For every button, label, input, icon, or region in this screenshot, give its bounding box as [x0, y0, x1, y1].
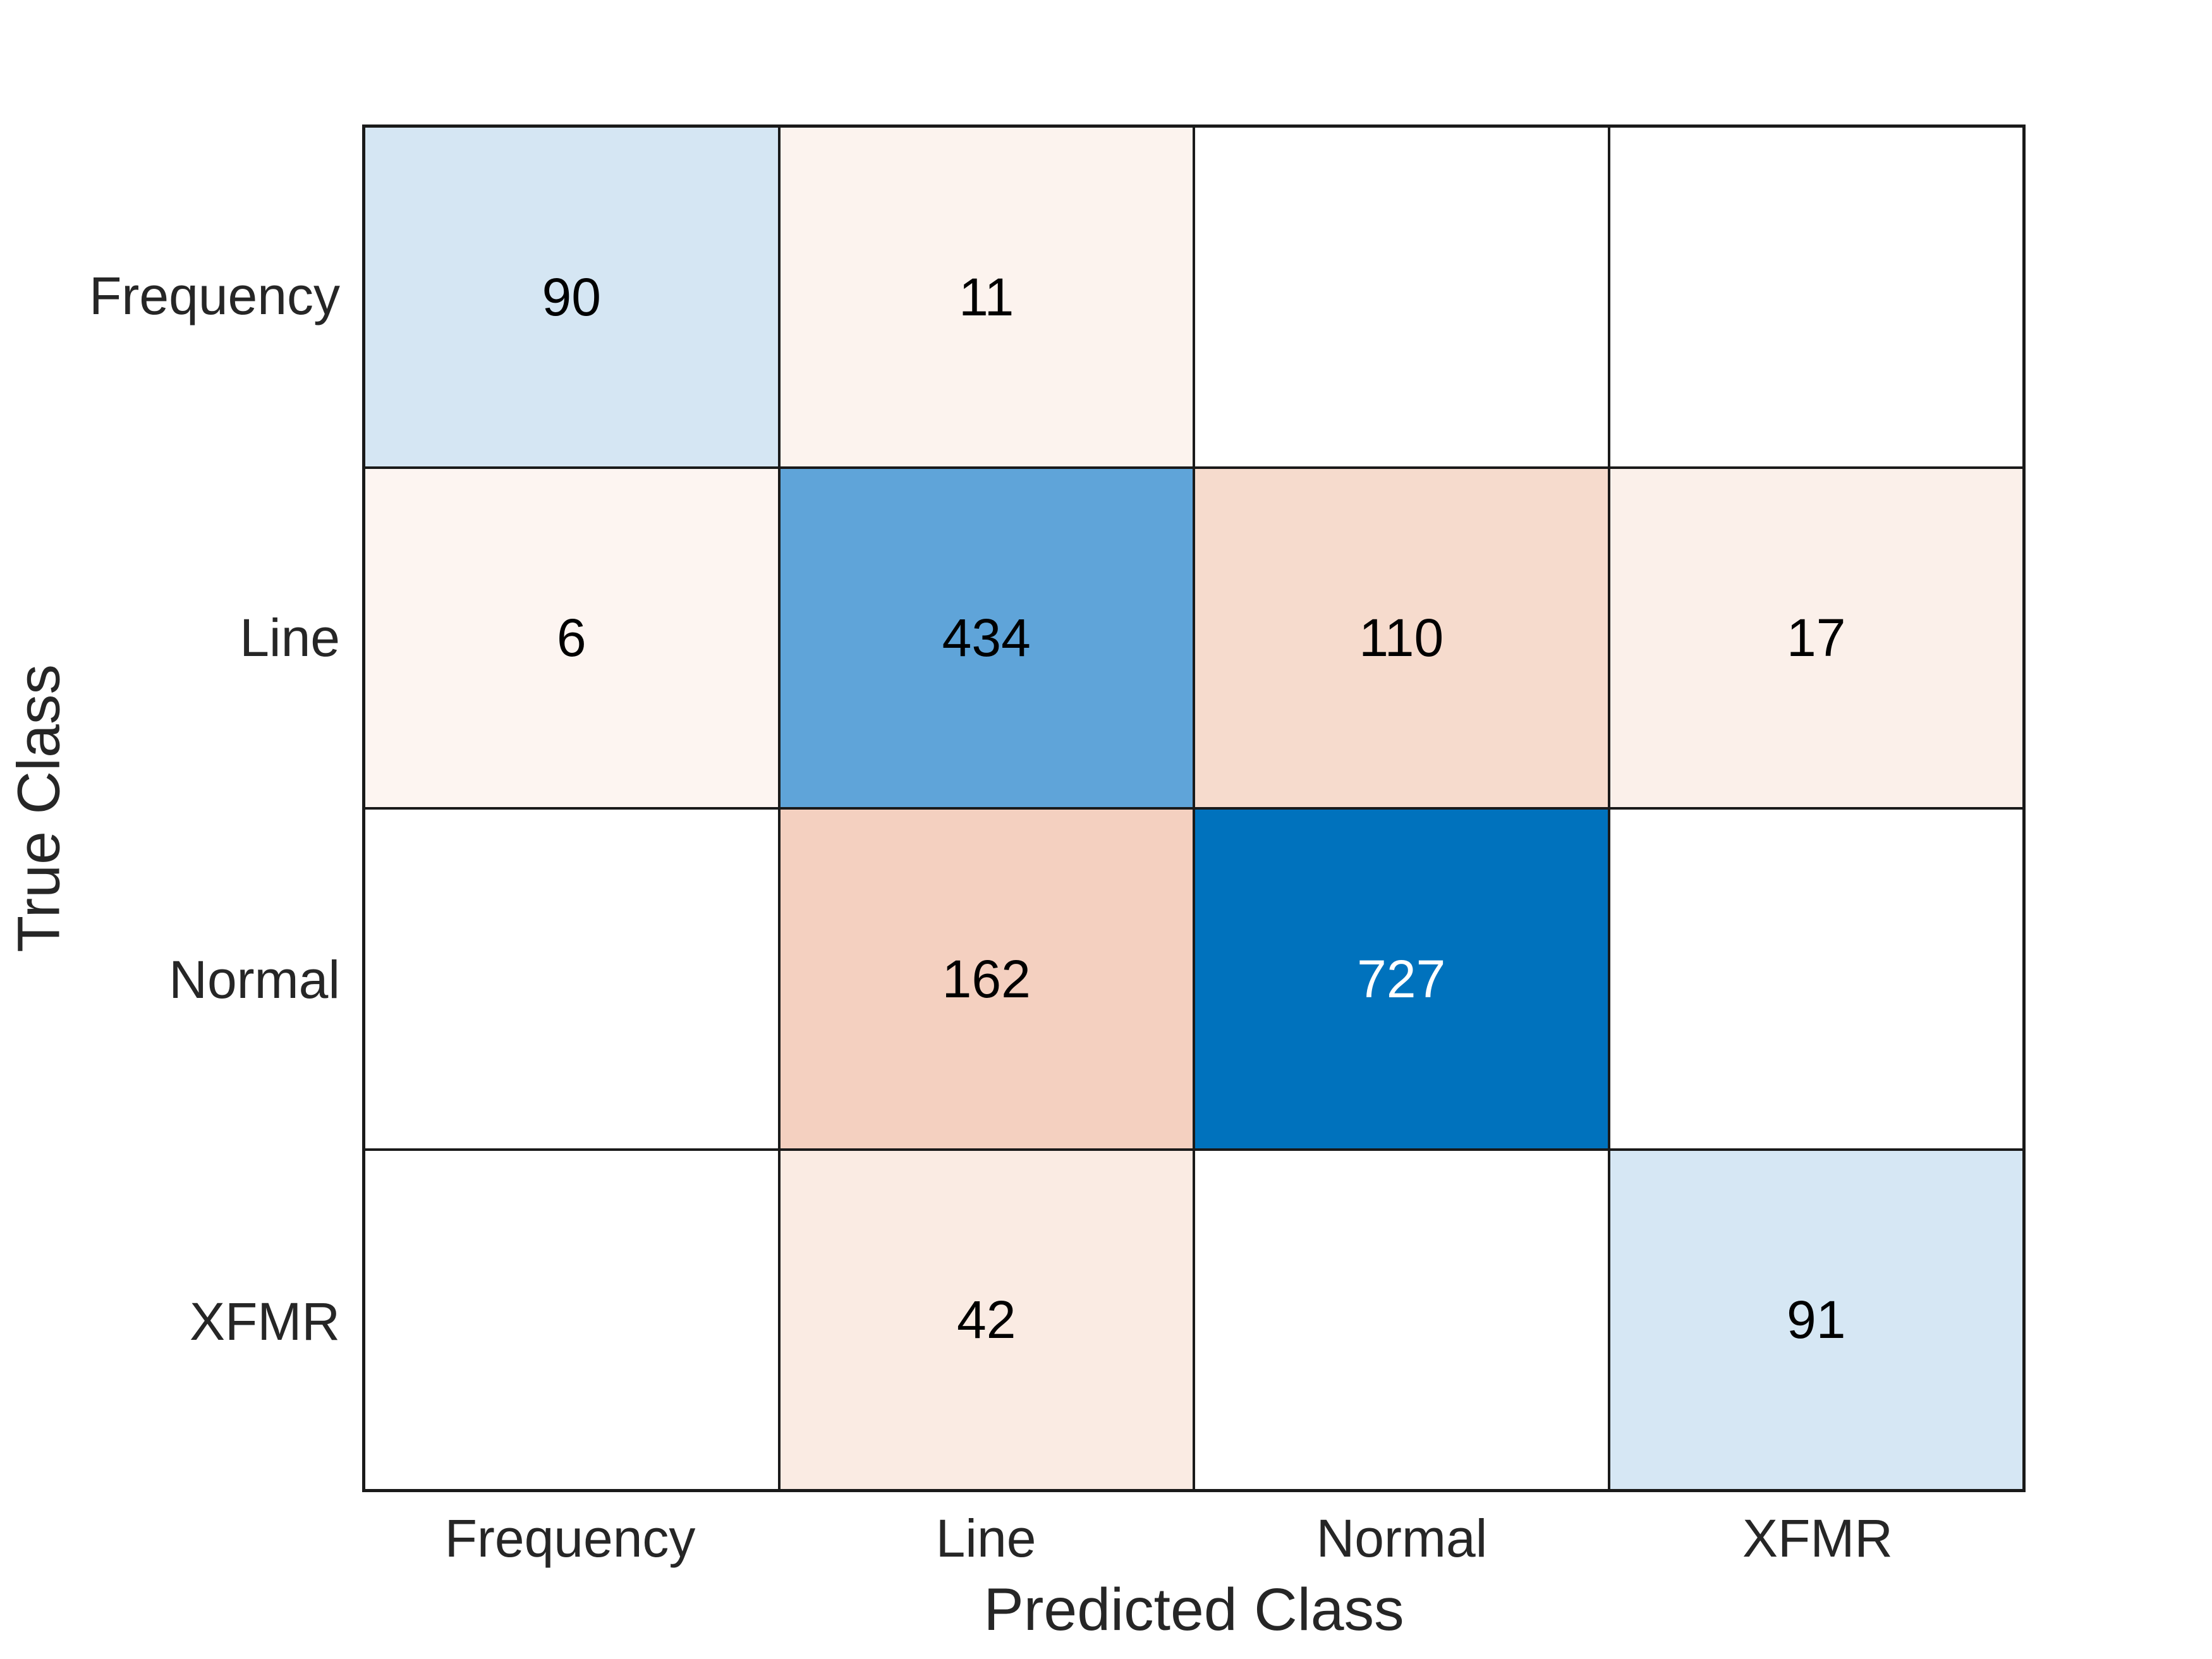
x-tick-label-xfmr: XFMR: [1742, 1509, 1893, 1568]
matrix-cell-frequency-line: 11: [780, 128, 1193, 466]
y-tick-label-line: Line: [240, 607, 340, 667]
matrix-cell-normal-normal: 727: [1195, 810, 1608, 1148]
matrix-cell-xfmr-normal: [1195, 1150, 1608, 1489]
matrix-cell-xfmr-frequency: [365, 1150, 778, 1489]
y-tick-label-xfmr: XFMR: [190, 1291, 340, 1351]
matrix-cell-frequency-xfmr: [1610, 128, 2022, 466]
matrix-cell-xfmr-xfmr: 91: [1610, 1150, 2022, 1489]
matrix-cell-normal-line: 162: [780, 810, 1193, 1148]
y-tick-labels: Frequency Line Normal XFMR: [0, 125, 340, 1492]
matrix-cell-line-normal: 110: [1195, 468, 1608, 807]
matrix-cell-line-frequency: 6: [365, 468, 778, 807]
y-tick-label-normal: Normal: [169, 949, 340, 1009]
matrix-cell-frequency-frequency: 90: [365, 128, 778, 466]
x-tick-labels: Frequency Line Normal XFMR: [362, 1512, 2026, 1578]
x-tick-label-frequency: Frequency: [444, 1509, 696, 1568]
x-axis-label: Predicted Class: [983, 1576, 1404, 1643]
matrix-grid: 90 11 6 434 110 17 162 727 42 91: [362, 125, 2026, 1492]
matrix-cell-line-xfmr: 17: [1610, 468, 2022, 807]
matrix-cell-xfmr-line: 42: [780, 1150, 1193, 1489]
matrix-cell-normal-frequency: [365, 810, 778, 1148]
matrix-cell-line-line: 434: [780, 468, 1193, 807]
y-tick-label-frequency: Frequency: [89, 265, 340, 325]
x-tick-label-line: Line: [935, 1509, 1036, 1568]
x-tick-label-normal: Normal: [1316, 1509, 1488, 1568]
matrix-cell-frequency-normal: [1195, 128, 1608, 466]
matrix-cell-normal-xfmr: [1610, 810, 2022, 1148]
